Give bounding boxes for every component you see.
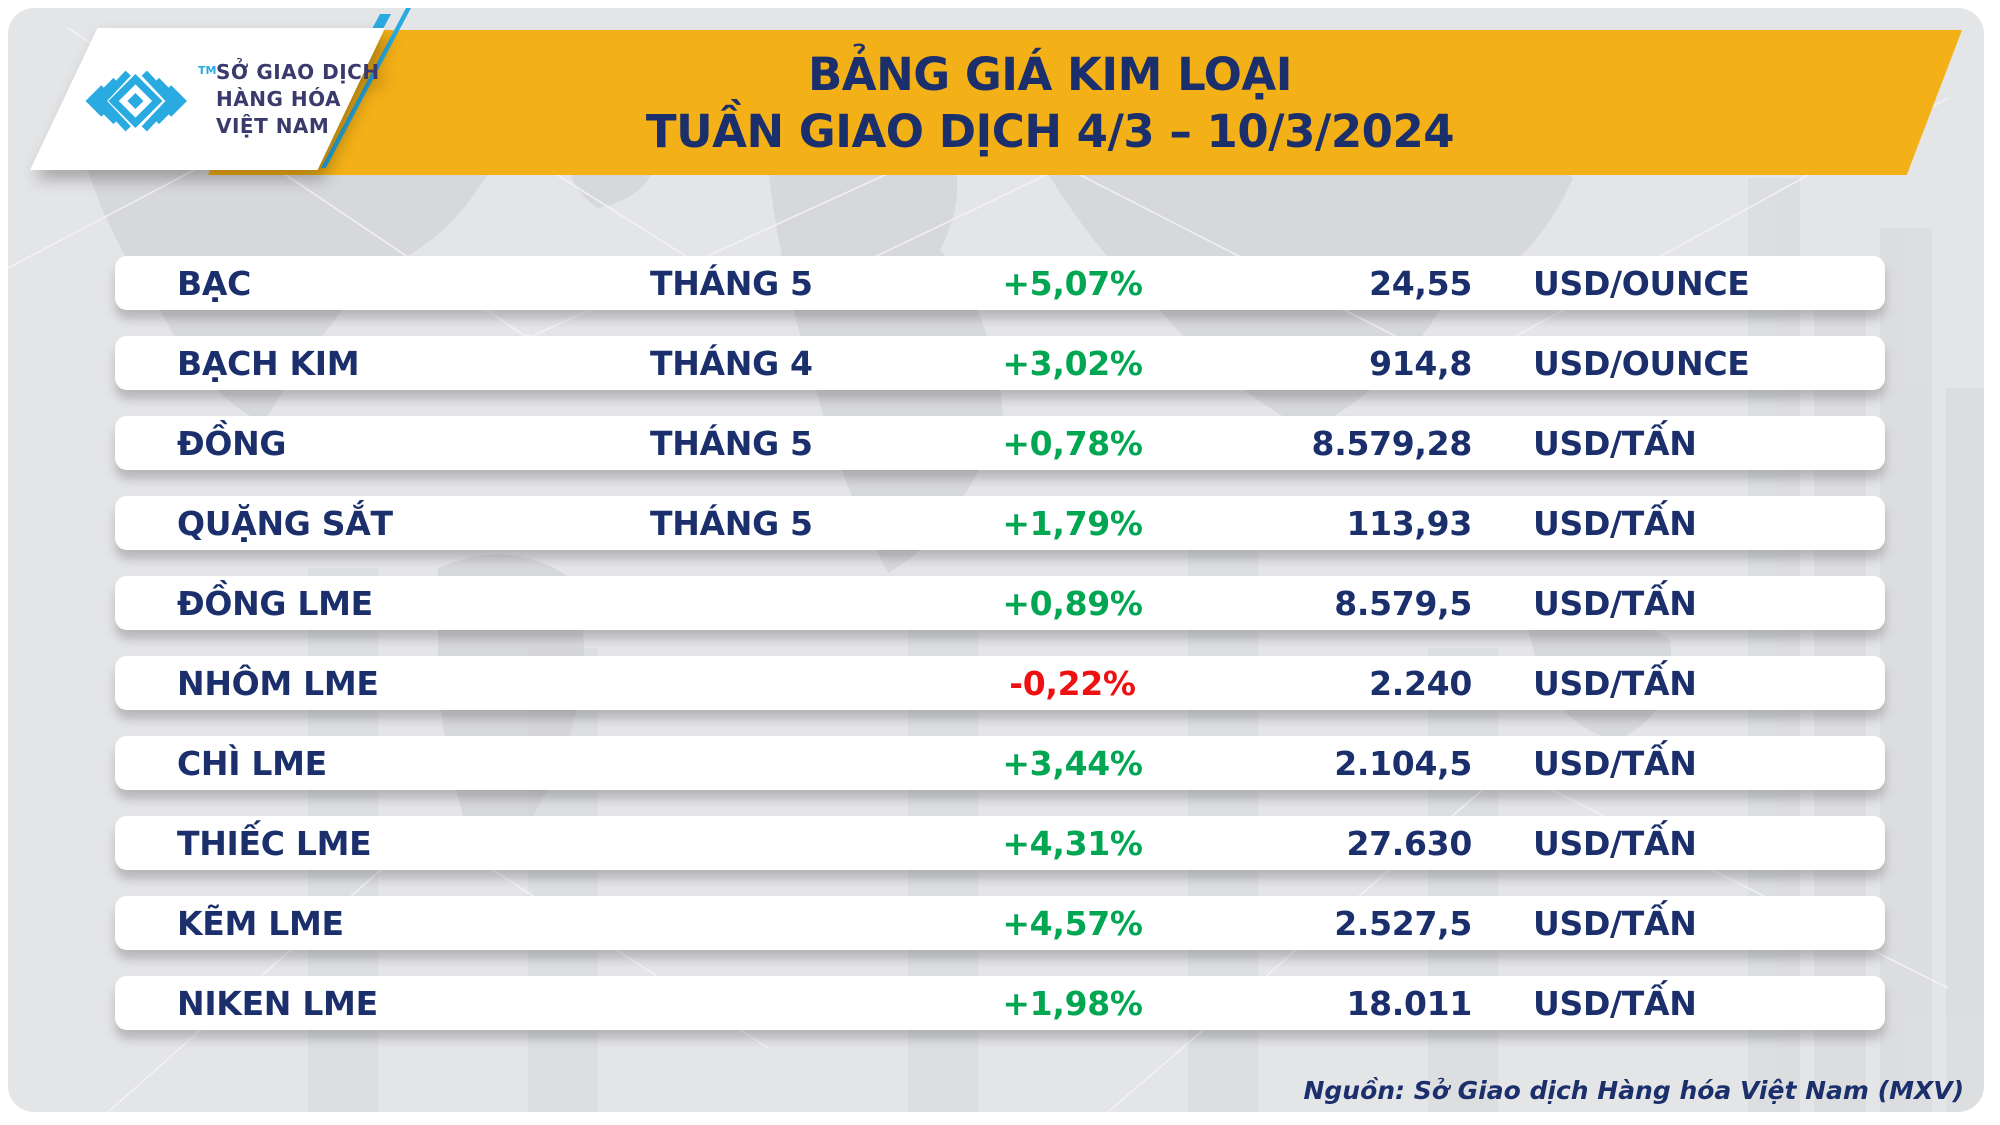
commodity-name: NHÔM LME (177, 663, 379, 703)
price-unit: USD/TẤN (1533, 503, 1697, 543)
commodity-name: NIKEN LME (177, 983, 378, 1023)
change-percent: -0,22% (1009, 663, 1136, 703)
change-percent: +4,31% (1002, 823, 1143, 863)
commodity-name: CHÌ LME (177, 743, 327, 783)
contract-month: THÁNG 5 (650, 263, 813, 303)
change-percent: +0,89% (1002, 583, 1143, 623)
change-percent: +1,98% (1002, 983, 1143, 1023)
price-unit: USD/TẤN (1533, 583, 1697, 623)
mxv-logo-icon (85, 70, 187, 132)
price-value: 27.630 (1346, 823, 1472, 863)
price-unit: USD/OUNCE (1533, 263, 1750, 303)
table-row: ĐỒNG THÁNG 5 +0,78% 8.579,28 USD/TẤN (115, 416, 1885, 470)
commodity-name: ĐỒNG LME (177, 583, 373, 623)
price-unit: USD/TẤN (1533, 823, 1697, 863)
commodity-name: THIẾC LME (177, 823, 372, 863)
price-value: 24,55 (1369, 263, 1472, 303)
price-unit: USD/TẤN (1533, 903, 1697, 943)
change-percent: +4,57% (1002, 903, 1143, 943)
price-value: 2.240 (1369, 663, 1472, 703)
price-value: 914,8 (1369, 343, 1472, 383)
price-value: 2.527,5 (1334, 903, 1472, 943)
price-value: 113,93 (1346, 503, 1472, 543)
contract-month: THÁNG 5 (650, 423, 813, 463)
source-attribution: Nguồn: Sở Giao dịch Hàng hóa Việt Nam (M… (1303, 1076, 1964, 1105)
change-percent: +3,44% (1002, 743, 1143, 783)
commodity-name: BẠC (177, 263, 252, 303)
change-percent: +0,78% (1002, 423, 1143, 463)
price-value: 18.011 (1346, 983, 1472, 1023)
exchange-name-line: SỞ GIAO DỊCH (216, 60, 380, 84)
table-row: BẠC THÁNG 5 +5,07% 24,55 USD/OUNCE (115, 256, 1885, 310)
price-unit: USD/TẤN (1533, 983, 1697, 1023)
price-unit: USD/TẤN (1533, 743, 1697, 783)
change-percent: +5,07% (1002, 263, 1143, 303)
page-title: BẢNG GIÁ KIM LOẠI (807, 47, 1293, 101)
change-percent: +1,79% (1002, 503, 1143, 543)
price-value: 8.579,28 (1311, 423, 1473, 463)
commodity-name: BẠCH KIM (177, 343, 360, 383)
table-row: THIẾC LME +4,31% 27.630 USD/TẤN (115, 816, 1885, 870)
price-value: 2.104,5 (1334, 743, 1472, 783)
contract-month: THÁNG 5 (650, 503, 813, 543)
trademark-symbol: TM (198, 64, 217, 77)
table-row: CHÌ LME +3,44% 2.104,5 USD/TẤN (115, 736, 1885, 790)
price-value: 8.579,5 (1334, 583, 1472, 623)
page-subtitle: TUẦN GIAO DỊCH 4/3 – 10/3/2024 (645, 104, 1455, 158)
title-banner: BẢNG GIÁ KIM LOẠI TUẦN GIAO DỊCH 4/3 – 1… (208, 30, 1962, 175)
table-row: NHÔM LME -0,22% 2.240 USD/TẤN (115, 656, 1885, 710)
exchange-name: SỞ GIAO DỊCH HÀNG HÓA VIỆT NAM (216, 59, 380, 140)
change-percent: +3,02% (1002, 343, 1143, 383)
price-table: BẠC THÁNG 5 +5,07% 24,55 USD/OUNCE BẠCH … (115, 256, 1885, 1056)
commodity-name: KẼM LME (177, 903, 344, 943)
table-row: KẼM LME +4,57% 2.527,5 USD/TẤN (115, 896, 1885, 950)
table-row: QUẶNG SẮT THÁNG 5 +1,79% 113,93 USD/TẤN (115, 496, 1885, 550)
logo-plate: TM SỞ GIAO DỊCH HÀNG HÓA VIỆT NAM (30, 28, 385, 170)
price-unit: USD/OUNCE (1533, 343, 1750, 383)
table-row: ĐỒNG LME +0,89% 8.579,5 USD/TẤN (115, 576, 1885, 630)
exchange-name-line: VIỆT NAM (216, 114, 330, 138)
contract-month: THÁNG 4 (650, 343, 813, 383)
commodity-name: QUẶNG SẮT (177, 503, 393, 543)
table-row: NIKEN LME +1,98% 18.011 USD/TẤN (115, 976, 1885, 1030)
price-unit: USD/TẤN (1533, 423, 1697, 463)
table-row: BẠCH KIM THÁNG 4 +3,02% 914,8 USD/OUNCE (115, 336, 1885, 390)
exchange-name-line: HÀNG HÓA (216, 87, 342, 111)
commodity-name: ĐỒNG (177, 423, 287, 463)
price-unit: USD/TẤN (1533, 663, 1697, 703)
